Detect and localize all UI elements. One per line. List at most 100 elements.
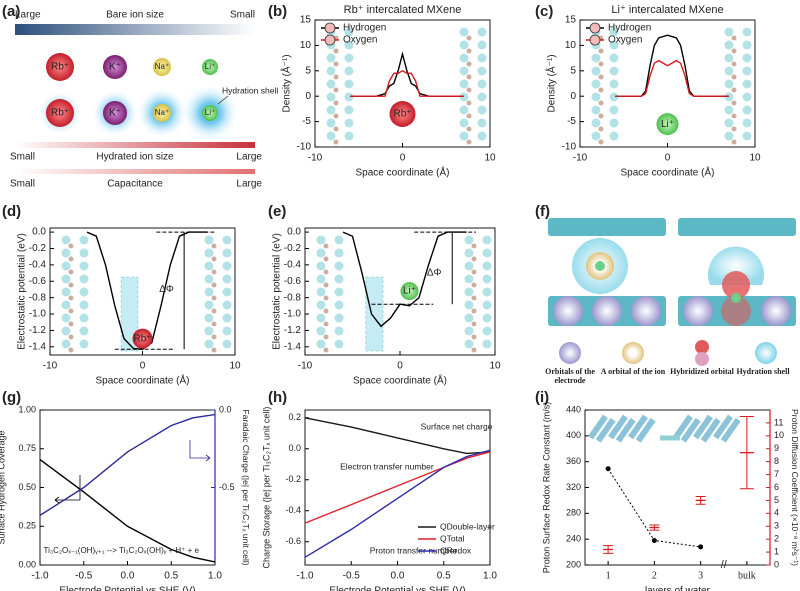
legend-label: QTotal [440, 533, 465, 543]
orbital [631, 296, 661, 326]
bar-left: Small [10, 152, 35, 163]
atom-decor [316, 300, 326, 310]
atom-decor [464, 326, 474, 336]
x-tick-label: bulk [738, 570, 756, 581]
ion [400, 282, 419, 301]
chart-title: Li⁺ intercalated MXene [611, 4, 723, 16]
atom-decor [323, 321, 329, 327]
atom-decor [742, 40, 752, 50]
atom-decor [466, 126, 472, 132]
ion [103, 55, 127, 79]
atom-decor [326, 105, 336, 115]
atom-decor [61, 300, 71, 310]
atom-decor [731, 61, 737, 67]
y-tick-label: 1.00 [18, 404, 36, 414]
y-axis-label: Density (Å⁻¹) [545, 54, 558, 112]
atom-decor [344, 40, 354, 50]
y-tick-label: 0.50 [18, 482, 36, 492]
atom-decor [459, 92, 469, 102]
y-tick-label: 0.0 [288, 443, 301, 453]
x-axis-label: Space coordinate (Å) [96, 374, 190, 387]
panel-letter: (d) [2, 203, 21, 220]
bar-title: Bare ion size [106, 10, 164, 21]
y-tick-label: 0.0 [287, 227, 301, 238]
ion-well [365, 276, 384, 352]
panel-letter: (c) [535, 3, 553, 20]
atom-decor [482, 235, 492, 245]
atom-decor [598, 61, 604, 67]
atom-decor [609, 105, 619, 115]
x-tick-label: -10 [573, 153, 588, 164]
bar-right: Large [236, 179, 262, 190]
y2-tick-label: 1 [774, 546, 779, 556]
atom-decor [731, 74, 737, 80]
ion [46, 99, 74, 127]
annotation: Proton transfer number [370, 545, 458, 555]
point [698, 544, 704, 550]
y-tick-label: -1.2 [284, 325, 302, 336]
atom-decor [68, 282, 74, 288]
chart: Electrode Potential vs SHE (V) Surface Hy… [0, 404, 251, 591]
atom-decor [464, 235, 474, 245]
atom-decor [326, 79, 336, 89]
point [651, 537, 657, 543]
ion-well [120, 276, 139, 352]
atom-decor [598, 139, 604, 145]
atom-decor [61, 235, 71, 245]
ion-label: Rb⁺ [51, 108, 69, 119]
y-tick-label: -0.2 [284, 243, 302, 254]
atom-decor [204, 248, 214, 258]
pointer [217, 95, 229, 105]
atom-decor [464, 274, 474, 284]
atom-decor [742, 27, 752, 37]
chart: Li⁺ intercalated MXene Space coordinate (… [545, 4, 761, 179]
size-gradient [15, 24, 255, 35]
atom-decor [222, 274, 232, 284]
atom-decor [79, 326, 89, 336]
inset-decor [628, 414, 648, 440]
atom-decor [204, 235, 214, 245]
y2-tick-label: 6 [774, 482, 779, 492]
plot-frame [39, 409, 216, 566]
legend-text: Hydration shell [736, 367, 790, 376]
ion [153, 104, 171, 122]
chart: layers of water Proton Surface Redox Rate… [541, 402, 799, 591]
atom-decor [323, 347, 329, 353]
legend-label: Hydrogen [343, 23, 386, 34]
y-tick-label: -1.4 [284, 341, 302, 352]
atom-decor [344, 27, 354, 37]
legend-marker [589, 22, 601, 34]
x-axis-label: Space coordinate (Å) [621, 166, 715, 179]
atom-decor [222, 287, 232, 297]
atom-decor [68, 308, 74, 314]
atom-decor [724, 79, 734, 89]
atom-decor [316, 339, 326, 349]
ion [656, 113, 679, 136]
atom-decor [334, 300, 344, 310]
atom-decor [471, 321, 477, 327]
series-line [304, 451, 491, 524]
atom-decor [211, 321, 217, 327]
y-tick-label: -1.0 [29, 309, 47, 320]
y-tick-label: -1.0 [284, 309, 302, 320]
legend-label: QDouble-layer [440, 521, 495, 531]
y-tick-label: 440 [566, 404, 581, 414]
y-tick-label: 240 [566, 534, 581, 544]
legend-icon [755, 342, 777, 364]
y-tick-label: 0 [305, 91, 311, 102]
atom-decor [482, 326, 492, 336]
point [605, 466, 611, 472]
x-tick-label: 10 [229, 361, 241, 372]
axis-break: // [721, 559, 728, 571]
atom-decor [477, 131, 487, 141]
atom-decor [466, 61, 472, 67]
atom-decor [323, 243, 329, 249]
inset-decor [608, 414, 628, 440]
atom-decor [211, 334, 217, 340]
atom-decor [742, 105, 752, 115]
y-tick-label: 400 [566, 430, 581, 440]
atom-decor [471, 334, 477, 340]
y-axis-label: Electrostatic potential (eV) [272, 233, 283, 350]
y-tick-label: 280 [566, 508, 581, 518]
atom-decor [724, 40, 734, 50]
